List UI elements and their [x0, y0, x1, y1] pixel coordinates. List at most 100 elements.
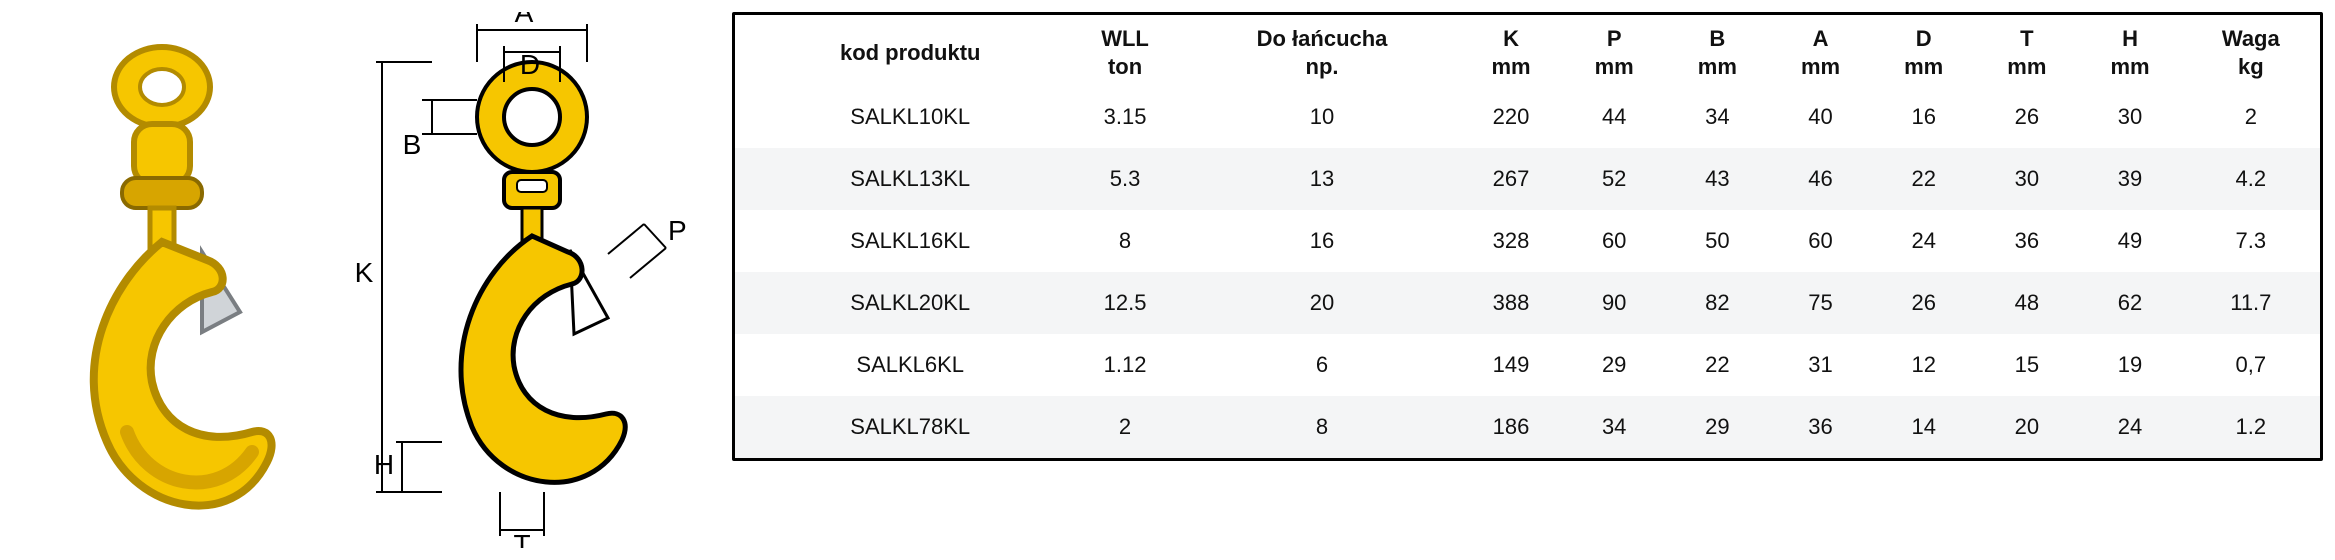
- cell-value: 220: [1459, 86, 1562, 148]
- page: A D B K: [0, 0, 2335, 560]
- col-header-8: Tmm: [1975, 15, 2078, 86]
- cell-value: 12.5: [1065, 272, 1184, 334]
- col-header-line1: T: [2020, 26, 2033, 51]
- col-header-10: Wagakg: [2182, 15, 2320, 86]
- cell-value: 29: [1666, 396, 1769, 458]
- cell-product-code: SALKL13KL: [735, 148, 1065, 210]
- col-header-line2: mm: [1777, 53, 1864, 81]
- cell-product-code: SALKL78KL: [735, 396, 1065, 458]
- col-header-1: WLLton: [1065, 15, 1184, 86]
- col-header-4: Pmm: [1563, 15, 1666, 86]
- cell-value: 22: [1872, 148, 1975, 210]
- cell-product-code: SALKL6KL: [735, 334, 1065, 396]
- cell-value: 24: [1872, 210, 1975, 272]
- cell-value: 36: [1975, 210, 2078, 272]
- cell-value: 24: [2078, 396, 2181, 458]
- cell-value: 46: [1769, 148, 1872, 210]
- col-header-3: Kmm: [1459, 15, 1562, 86]
- cell-value: 29: [1563, 334, 1666, 396]
- col-header-line2: ton: [1073, 53, 1176, 81]
- table-row: SALKL78KL281863429361420241.2: [735, 396, 2320, 458]
- dim-label-K: K: [355, 257, 374, 288]
- cell-value: 60: [1769, 210, 1872, 272]
- cell-value: 44: [1563, 86, 1666, 148]
- col-header-line1: kod produktu: [840, 40, 981, 65]
- cell-value: 43: [1666, 148, 1769, 210]
- cell-value: 60: [1563, 210, 1666, 272]
- cell-value: 22: [1666, 334, 1769, 396]
- cell-value: 30: [1975, 148, 2078, 210]
- cell-value: 52: [1563, 148, 1666, 210]
- cell-value: 49: [2078, 210, 2181, 272]
- cell-value: 90: [1563, 272, 1666, 334]
- dim-label-B: B: [403, 129, 422, 160]
- spec-table-body: SALKL10KL3.15102204434401626302SALKL13KL…: [735, 86, 2320, 458]
- col-header-line1: Do łańcucha: [1257, 26, 1388, 51]
- cell-value: 26: [1872, 272, 1975, 334]
- cell-value: 16: [1872, 86, 1975, 148]
- cell-value: 40: [1769, 86, 1872, 148]
- cell-value: 16: [1185, 210, 1460, 272]
- cell-value: 36: [1769, 396, 1872, 458]
- cell-value: 48: [1975, 272, 2078, 334]
- col-header-line1: P: [1607, 26, 1622, 51]
- cell-value: 50: [1666, 210, 1769, 272]
- cell-value: 6: [1185, 334, 1460, 396]
- cell-value: 267: [1459, 148, 1562, 210]
- col-header-line2: mm: [1571, 53, 1658, 81]
- col-header-line2: kg: [2190, 53, 2312, 81]
- cell-product-code: SALKL10KL: [735, 86, 1065, 148]
- cell-value: 5.3: [1065, 148, 1184, 210]
- table-row: SALKL13KL5.3132675243462230394.2: [735, 148, 2320, 210]
- cell-value: 14: [1872, 396, 1975, 458]
- col-header-9: Hmm: [2078, 15, 2181, 86]
- dim-label-P: P: [668, 215, 687, 246]
- col-header-6: Amm: [1769, 15, 1872, 86]
- col-header-line1: D: [1916, 26, 1932, 51]
- table-row: SALKL10KL3.15102204434401626302: [735, 86, 2320, 148]
- cell-value: 8: [1065, 210, 1184, 272]
- cell-value: 7.3: [2182, 210, 2320, 272]
- cell-value: 75: [1769, 272, 1872, 334]
- dim-label-A: A: [515, 12, 534, 28]
- cell-value: 388: [1459, 272, 1562, 334]
- col-header-line2: mm: [1674, 53, 1761, 81]
- cell-product-code: SALKL16KL: [735, 210, 1065, 272]
- col-header-line2: mm: [1467, 53, 1554, 81]
- col-header-7: Dmm: [1872, 15, 1975, 86]
- cell-value: 34: [1666, 86, 1769, 148]
- col-header-line2: mm: [1880, 53, 1967, 81]
- col-header-5: Bmm: [1666, 15, 1769, 86]
- table-row: SALKL16KL8163286050602436497.3: [735, 210, 2320, 272]
- cell-value: 19: [2078, 334, 2181, 396]
- col-header-line1: H: [2122, 26, 2138, 51]
- cell-value: 20: [1975, 396, 2078, 458]
- col-header-line1: B: [1709, 26, 1725, 51]
- table-row: SALKL6KL1.1261492922311215190,7: [735, 334, 2320, 396]
- cell-value: 30: [2078, 86, 2181, 148]
- cell-value: 10: [1185, 86, 1460, 148]
- cell-value: 2: [2182, 86, 2320, 148]
- cell-value: 82: [1666, 272, 1769, 334]
- dim-label-H: H: [374, 449, 394, 480]
- cell-value: 4.2: [2182, 148, 2320, 210]
- col-header-line2: mm: [1983, 53, 2070, 81]
- col-header-line2: np.: [1193, 53, 1452, 81]
- cell-value: 62: [2078, 272, 2181, 334]
- cell-value: 26: [1975, 86, 2078, 148]
- cell-value: 3.15: [1065, 86, 1184, 148]
- cell-value: 8: [1185, 396, 1460, 458]
- dim-label-T: T: [513, 529, 530, 548]
- cell-value: 11.7: [2182, 272, 2320, 334]
- col-header-line1: A: [1813, 26, 1829, 51]
- cell-value: 2: [1065, 396, 1184, 458]
- cell-value: 186: [1459, 396, 1562, 458]
- cell-value: 15: [1975, 334, 2078, 396]
- cell-value: 31: [1769, 334, 1872, 396]
- col-header-line1: K: [1503, 26, 1519, 51]
- cell-value: 34: [1563, 396, 1666, 458]
- cell-value: 1.12: [1065, 334, 1184, 396]
- col-header-2: Do łańcuchanp.: [1185, 15, 1460, 86]
- cell-value: 13: [1185, 148, 1460, 210]
- spec-table: kod produktuWLLtonDo łańcuchanp.KmmPmmBm…: [735, 15, 2320, 458]
